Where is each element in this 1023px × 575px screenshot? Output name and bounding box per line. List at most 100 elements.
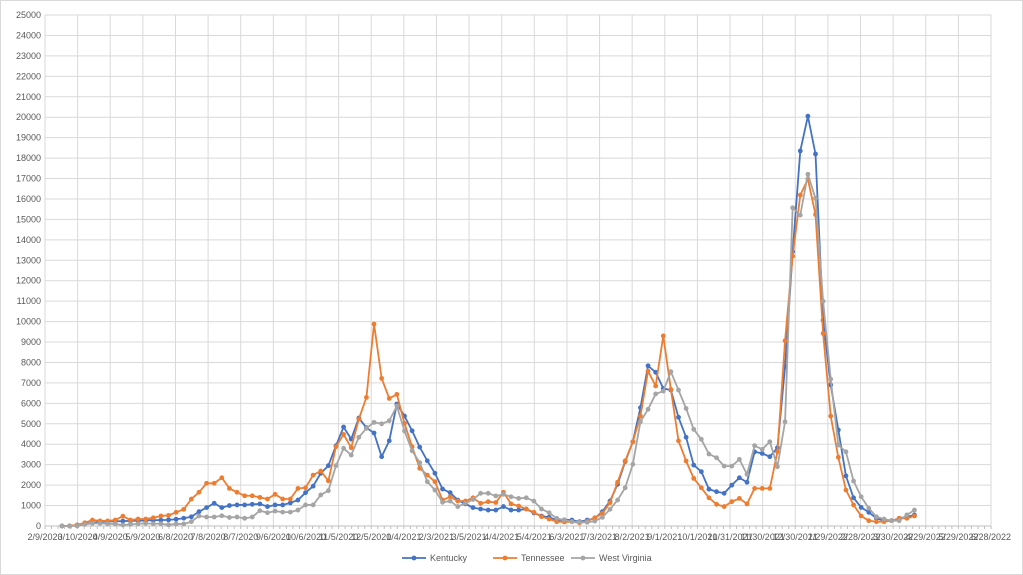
- data-point: [508, 507, 514, 513]
- data-point: [105, 521, 111, 527]
- data-point: [485, 490, 491, 496]
- series-group: [59, 113, 917, 529]
- y-tick-label: 5000: [21, 419, 41, 429]
- x-tick-label: 2/3/2021: [419, 532, 454, 542]
- data-point: [554, 519, 560, 525]
- data-point: [341, 424, 346, 430]
- data-point: [379, 454, 385, 460]
- data-point: [782, 419, 788, 425]
- data-point: [820, 298, 826, 304]
- data-point: [432, 479, 438, 485]
- data-point: [219, 505, 225, 511]
- data-point: [455, 504, 461, 509]
- data-point: [242, 493, 248, 499]
- data-point: [828, 413, 834, 419]
- data-point: [767, 485, 773, 491]
- data-point: [668, 369, 674, 375]
- data-point: [257, 501, 263, 507]
- data-point: [211, 480, 217, 486]
- gridlines: [44, 14, 992, 527]
- data-point: [843, 449, 849, 455]
- x-tick-label: 4/4/2021: [484, 532, 519, 542]
- data-point: [645, 368, 651, 374]
- data-point: [508, 501, 514, 507]
- y-tick-label: 24000: [16, 30, 41, 40]
- data-point: [280, 496, 286, 502]
- data-point: [287, 496, 293, 502]
- data-point: [150, 521, 156, 527]
- data-point: [272, 508, 278, 514]
- data-point: [143, 520, 149, 526]
- data-point: [912, 513, 917, 519]
- data-point: [630, 461, 636, 467]
- x-tick-label: 7/3/2021: [582, 532, 617, 542]
- data-point: [227, 485, 232, 491]
- y-tick-label: 3000: [21, 460, 41, 470]
- data-point: [698, 436, 704, 442]
- x-tick-label: 3/30/2022: [873, 532, 913, 542]
- data-point: [59, 523, 65, 529]
- data-point: [706, 495, 712, 501]
- data-point: [204, 505, 209, 511]
- data-point: [120, 518, 126, 524]
- data-point: [166, 512, 171, 518]
- x-axis-ticks: 2/9/20203/10/20204/9/20205/9/20206/8/202…: [27, 525, 1011, 542]
- y-tick-label: 22000: [16, 71, 41, 81]
- x-tick-label: 2/9/2020: [27, 532, 62, 542]
- y-axis-ticks: 0 1000 2000 3000 4000 5000 6000 7000 8000 9000 100…: [16, 10, 41, 531]
- data-point: [790, 205, 796, 211]
- data-point: [714, 455, 719, 461]
- data-point: [858, 504, 864, 510]
- data-point: [173, 521, 179, 527]
- data-point: [501, 504, 506, 509]
- data-point: [485, 499, 491, 505]
- data-point: [797, 148, 803, 154]
- data-point: [645, 406, 651, 412]
- y-tick-label: 2000: [21, 480, 41, 490]
- legend-item-west-virginia: West Virginia: [571, 553, 652, 563]
- data-point: [896, 518, 902, 524]
- data-point: [158, 521, 164, 527]
- data-point: [630, 439, 636, 445]
- x-tick-label: 3/5/2021: [452, 532, 487, 542]
- data-point: [843, 473, 849, 479]
- data-point: [767, 454, 773, 460]
- x-tick-label: 11/30/2021: [740, 532, 784, 542]
- x-tick-label: 2/28/2022: [840, 532, 880, 542]
- data-point: [805, 113, 811, 119]
- data-point: [539, 514, 544, 520]
- data-point: [325, 478, 331, 484]
- x-tick-label: 6/8/2020: [158, 532, 193, 542]
- x-tick-label: 8/2/2021: [615, 532, 650, 542]
- y-tick-label: 25000: [16, 10, 41, 20]
- data-point: [295, 497, 301, 503]
- legend-item-tennessee: Tennessee: [493, 553, 565, 563]
- data-point: [866, 518, 872, 524]
- data-point: [74, 523, 80, 529]
- data-point: [409, 448, 415, 454]
- legend-marker-icon: [502, 555, 508, 561]
- data-point: [318, 492, 324, 498]
- legend-marker-icon: [411, 555, 417, 561]
- y-tick-label: 13000: [16, 255, 41, 265]
- data-point: [683, 458, 689, 464]
- data-point: [447, 490, 453, 496]
- data-point: [516, 503, 522, 509]
- data-point: [303, 490, 308, 496]
- data-point: [341, 445, 346, 451]
- data-point: [736, 475, 742, 481]
- data-point: [820, 331, 826, 336]
- x-tick-label: 12/30/2021: [773, 532, 818, 542]
- data-point: [508, 494, 514, 500]
- data-point: [759, 446, 765, 452]
- data-point: [227, 503, 232, 508]
- data-point: [417, 444, 423, 450]
- data-point: [478, 500, 483, 506]
- data-point: [386, 396, 392, 401]
- data-point: [447, 498, 453, 504]
- data-point: [546, 510, 552, 516]
- data-point: [143, 516, 149, 522]
- data-point: [729, 499, 735, 505]
- data-point: [272, 502, 278, 508]
